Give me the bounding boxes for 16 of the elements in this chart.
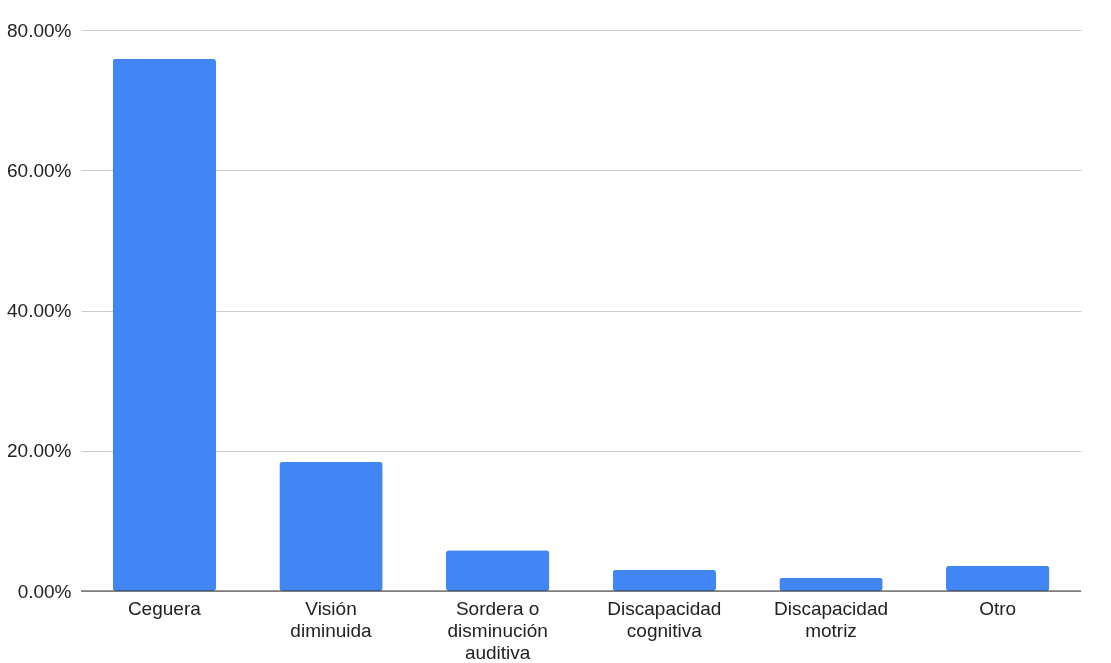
x-tick-label: Otro <box>979 597 1017 619</box>
y-tick-label: 80.00% <box>7 19 72 41</box>
bar <box>112 58 216 591</box>
y-tick-label: 20.00% <box>7 440 72 462</box>
y-tick-label: 60.00% <box>7 159 72 181</box>
x-tick-label: Ceguera <box>127 597 202 619</box>
bar <box>946 565 1050 591</box>
y-tick-label: 0.00% <box>17 580 72 602</box>
x-tick-label: Sordera o disminución auditiva <box>447 597 548 663</box>
y-tick-label: 40.00% <box>7 300 72 321</box>
bar <box>446 550 550 591</box>
x-tick-label: Visión diminuida <box>290 597 373 641</box>
x-tick-label: Discapacidad cognitiva <box>607 597 722 641</box>
bar <box>279 461 383 591</box>
x-tick-label: Discapacidad motriz <box>773 597 889 641</box>
bar <box>612 569 716 591</box>
